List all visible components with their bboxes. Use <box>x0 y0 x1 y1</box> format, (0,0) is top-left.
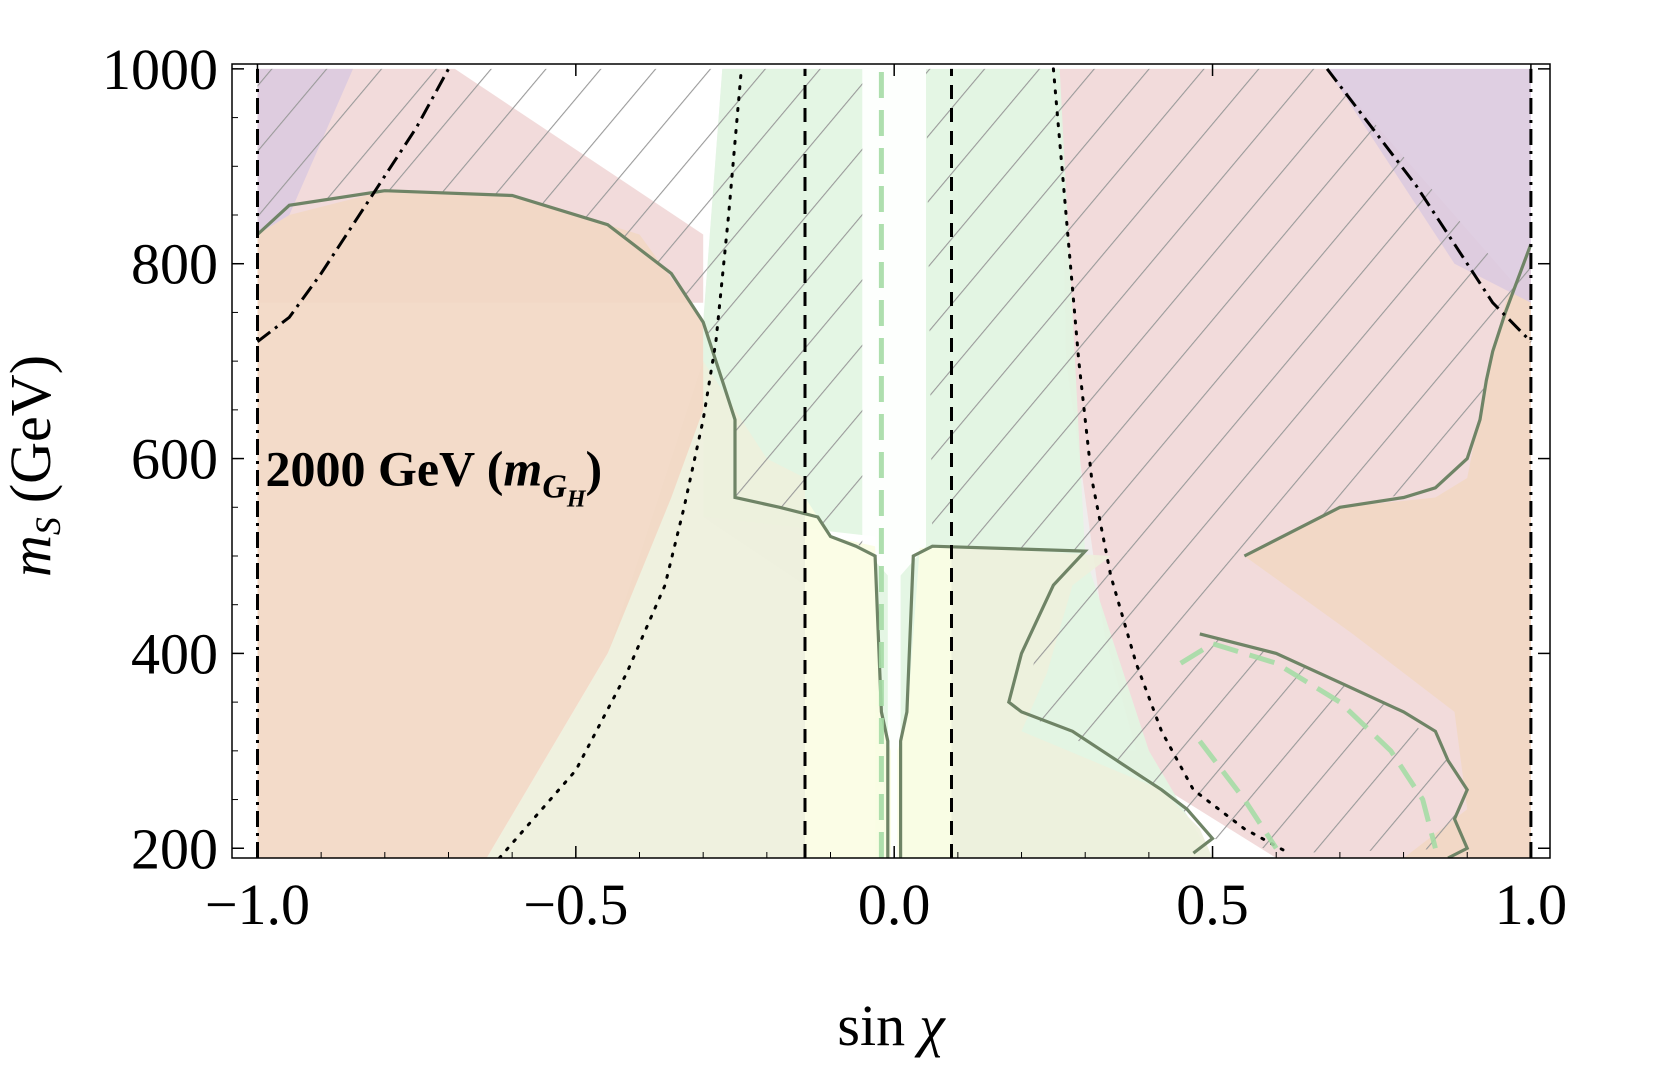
hatched-zone-3 <box>926 68 1531 557</box>
y-tick-label: 800 <box>131 232 218 297</box>
y-tick-label: 600 <box>131 427 218 492</box>
annotation-prefix: 2000 GeV ( <box>265 440 503 496</box>
hatched-zone-1 <box>257 68 723 323</box>
hatch-layer <box>257 68 1531 854</box>
dotted-boundary-left <box>497 67 743 858</box>
x-tick-label: 1.0 <box>1495 872 1568 937</box>
region-yellow-center <box>805 497 952 858</box>
y-tick-label: 1000 <box>102 37 218 102</box>
annotation-label: 2000 GeV (mGH) <box>265 440 602 512</box>
ticks-layer: −1.0 −0.5 0.0 0.5 1.0 200 400 600 800 1000 <box>102 37 1567 937</box>
solid-boundary-left <box>256 189 890 858</box>
dotted-boundary-right <box>1051 67 1291 855</box>
green-dash-arc-outer <box>1179 640 1438 849</box>
x-axis-title-main: sin <box>837 993 905 1058</box>
y-axis-title: mS (GeV) <box>0 355 68 577</box>
solid-boundary-right-top <box>898 544 1215 858</box>
region-olive-left <box>486 361 805 858</box>
plot-frame <box>231 63 1551 859</box>
annotation-symbol: m <box>503 440 542 496</box>
x-tick-label: 0.5 <box>1176 872 1249 937</box>
solid-boundary-right-low <box>1199 632 1470 858</box>
region-white-center <box>862 68 926 858</box>
region-olive-right <box>951 546 1213 858</box>
x-axis-title: sin χ <box>837 993 946 1058</box>
region-salmon-right <box>1244 244 1531 858</box>
y-axis-title-unit: (GeV) <box>0 355 63 503</box>
x-tick-label: −1.0 <box>205 872 310 937</box>
x-tick-label: −0.5 <box>523 872 628 937</box>
annotation-sub-main: G <box>542 468 567 505</box>
green-dash-arc-inner <box>1197 739 1279 850</box>
y-axis-title-sub: S <box>28 517 68 535</box>
boundaries-layer <box>256 67 1533 858</box>
dashdot-curve-left <box>256 68 450 343</box>
hatched-zone-2 <box>703 68 863 547</box>
y-axis-title-symbol: m <box>0 535 63 577</box>
annotation-suffix: ) <box>586 440 603 496</box>
x-tick-label: 0.0 <box>858 872 931 937</box>
annotation-sub-sub: H <box>566 486 587 512</box>
x-axis-title-symbol: χ <box>914 993 946 1058</box>
y-tick-label: 400 <box>131 621 218 686</box>
hatched-zone-4 <box>1021 551 1468 854</box>
region-salmon-left <box>257 190 704 858</box>
solid-boundary-right-mid <box>1243 243 1533 558</box>
y-tick-label: 200 <box>131 816 218 881</box>
